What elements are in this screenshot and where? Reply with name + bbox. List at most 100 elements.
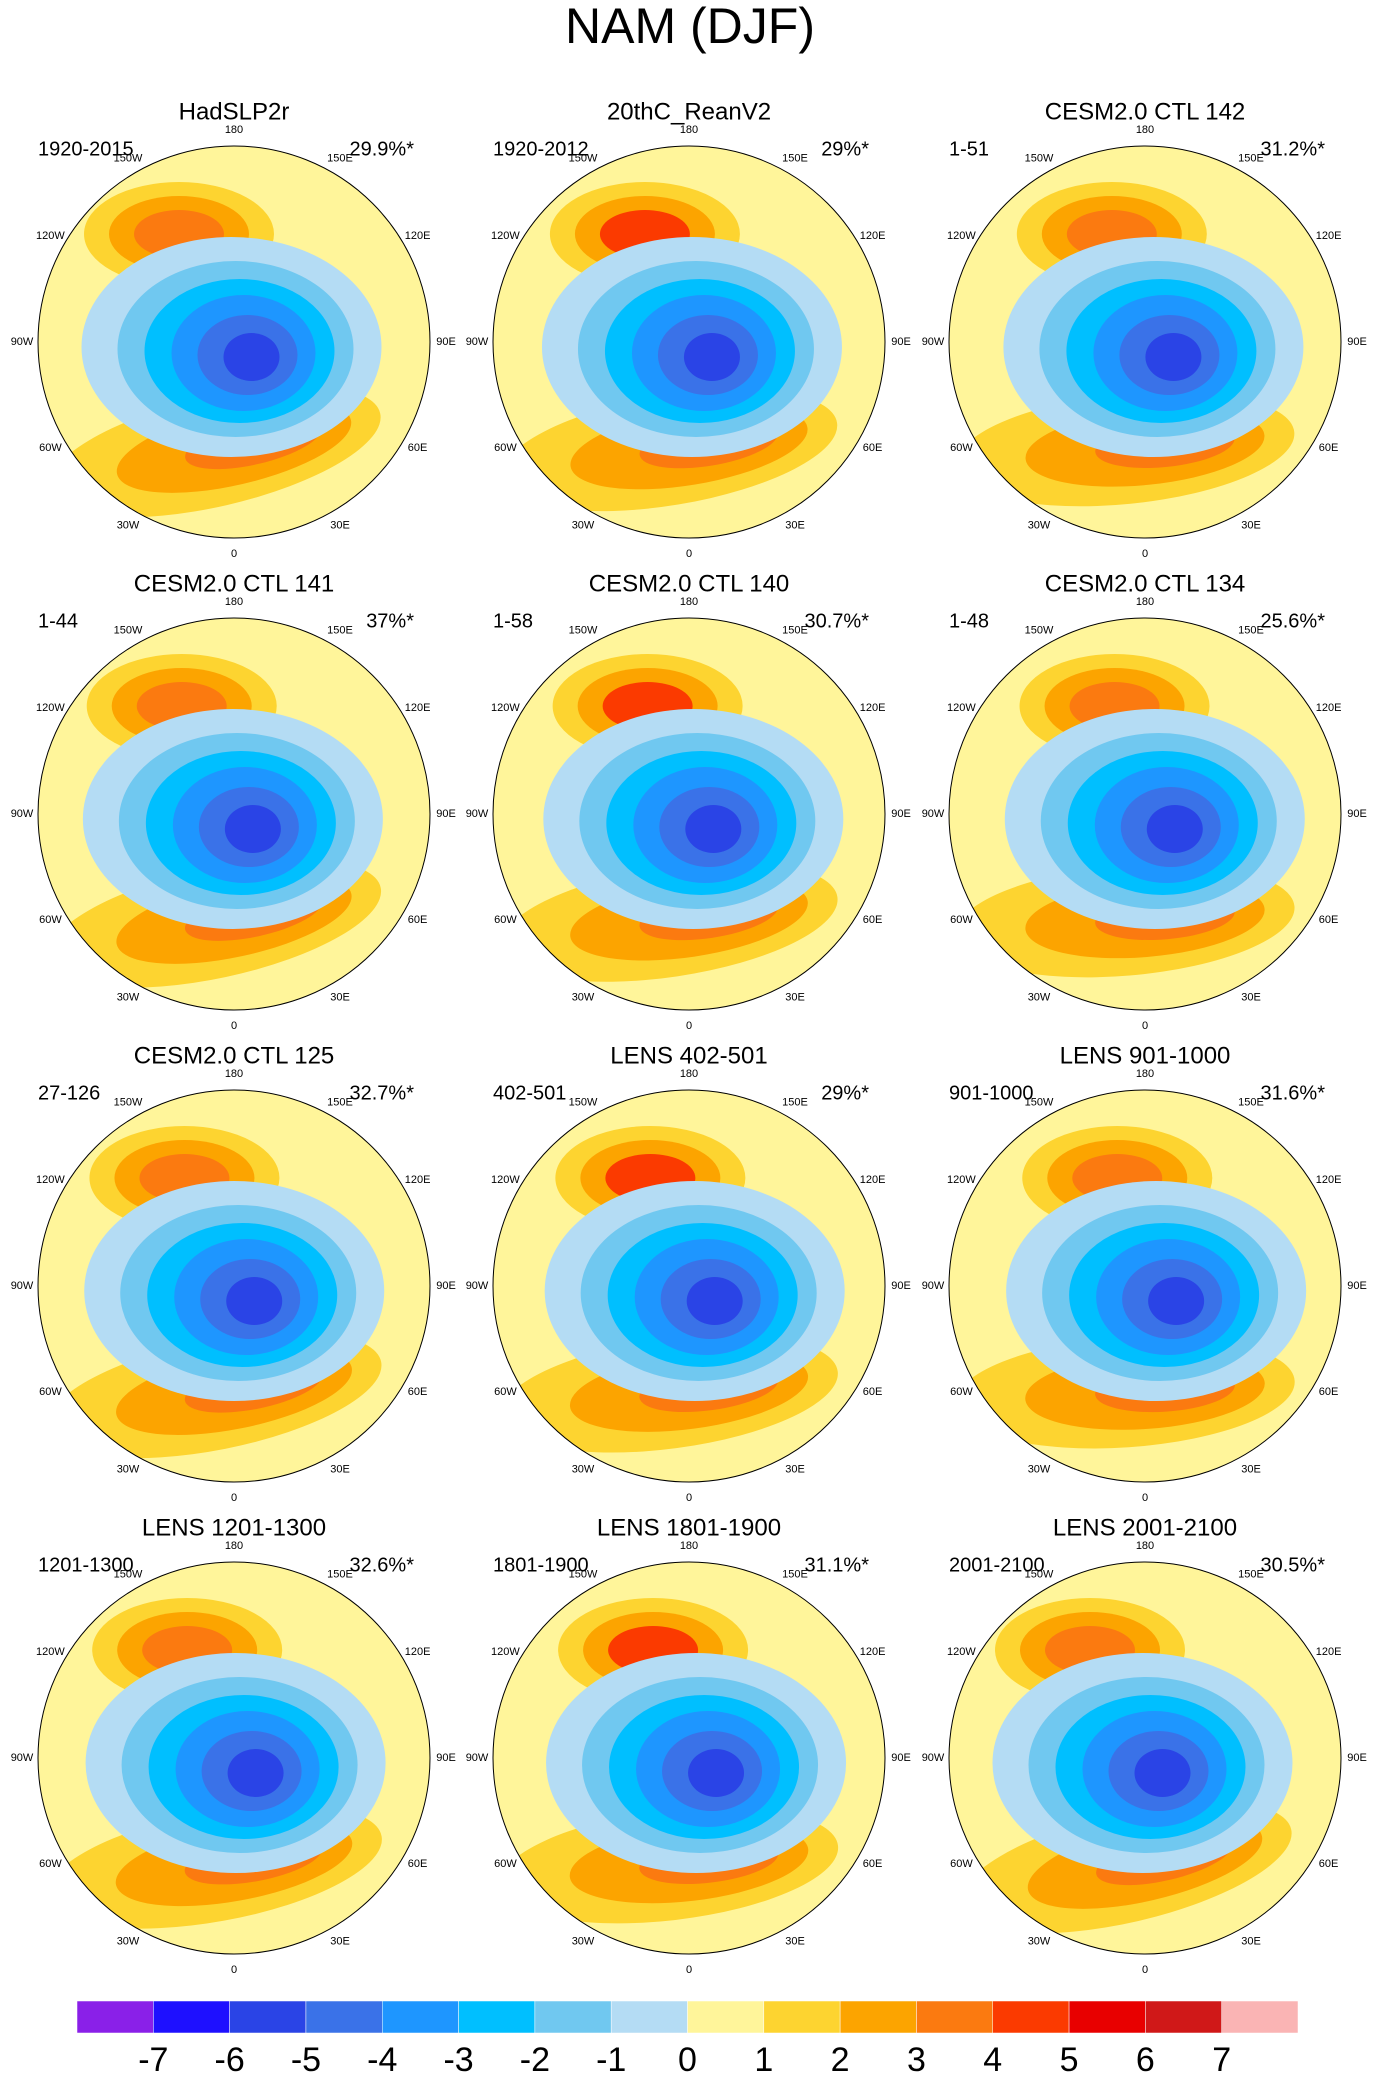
longitude-label: 180: [225, 596, 243, 608]
longitude-label: 60W: [950, 442, 973, 454]
longitude-label: 120E: [1316, 702, 1342, 714]
panel-period: 402-501: [493, 1082, 566, 1104]
longitude-label: 120E: [860, 702, 886, 714]
longitude-label: 150E: [782, 1096, 808, 1108]
longitude-label: 150E: [1238, 152, 1264, 164]
longitude-label: 60E: [863, 1858, 883, 1870]
longitude-label: 90W: [922, 1280, 945, 1292]
longitude-label: 180: [680, 1540, 698, 1552]
map-outline: [492, 1089, 886, 1483]
longitude-label: 150W: [1025, 152, 1054, 164]
map-outline: [492, 145, 886, 539]
longitude-label: 90W: [466, 1752, 489, 1764]
longitude-label: 30E: [785, 1464, 805, 1476]
longitude-label: 0: [1142, 1020, 1148, 1032]
arctic-anomaly: [683, 333, 740, 381]
longitude-label: 30W: [117, 992, 140, 1004]
longitude-label: 60W: [494, 442, 517, 454]
longitude-label: 0: [231, 1020, 237, 1032]
longitude-label: 150E: [1238, 1096, 1264, 1108]
panel-title: CESM2.0 CTL 142: [1045, 98, 1246, 125]
longitude-label: 120E: [860, 1174, 886, 1186]
map: [493, 1090, 885, 1482]
arctic-anomaly: [1148, 1277, 1205, 1325]
colorbar-box: [305, 2000, 383, 2034]
panel-title: LENS 402-501: [610, 1042, 767, 1069]
longitude-label: 60W: [950, 1858, 973, 1870]
longitude-label: 120W: [36, 1174, 65, 1186]
arctic-anomaly: [686, 1277, 743, 1325]
map-outline: [948, 617, 1342, 1011]
map-outline: [492, 1561, 886, 1955]
panel-period: 901-1000: [949, 1082, 1034, 1104]
longitude-label: 150E: [1238, 624, 1264, 636]
panel-title: LENS 1801-1900: [597, 1514, 781, 1541]
panel-title: CESM2.0 CTL 141: [134, 570, 335, 597]
longitude-label: 90E: [1347, 808, 1367, 820]
colorbar-box: [153, 2000, 230, 2034]
panel-variance: 31.2%*: [1261, 138, 1326, 160]
longitude-label: 90E: [891, 808, 911, 820]
longitude-label: 180: [225, 1540, 243, 1552]
longitude-label: 90W: [11, 808, 34, 820]
longitude-label: 30E: [330, 520, 350, 532]
colorbar-label: 2: [831, 2041, 850, 2079]
longitude-label: 60W: [39, 1386, 62, 1398]
longitude-label: 30E: [785, 992, 805, 1004]
longitude-label: 30W: [117, 1936, 140, 1948]
longitude-label: 90W: [466, 1280, 489, 1292]
longitude-label: 120W: [491, 230, 520, 242]
longitude-label: 150E: [782, 1568, 808, 1580]
panel-variance: 31.6%*: [1261, 1082, 1326, 1104]
longitude-label: 0: [1142, 548, 1148, 560]
longitude-label: 180: [1136, 1540, 1154, 1552]
panel-period: 27-126: [38, 1082, 100, 1104]
map-outline: [948, 1089, 1342, 1483]
map: [949, 1090, 1341, 1482]
longitude-label: 60W: [950, 1386, 973, 1398]
longitude-label: 30W: [1028, 520, 1051, 532]
longitude-label: 120W: [947, 702, 976, 714]
map: [38, 1090, 430, 1482]
panel-title: CESM2.0 CTL 140: [589, 570, 790, 597]
panel-period: 1201-1300: [38, 1554, 134, 1576]
longitude-label: 150W: [114, 1568, 143, 1580]
longitude-label: 30W: [572, 520, 595, 532]
longitude-label: 60E: [1319, 1858, 1339, 1870]
longitude-label: 150W: [569, 152, 598, 164]
longitude-label: 150W: [114, 624, 143, 636]
panel-variance: 29%*: [821, 138, 869, 160]
longitude-label: 60E: [863, 914, 883, 926]
longitude-label: 30W: [117, 520, 140, 532]
map-outline: [492, 617, 886, 1011]
longitude-label: 150E: [327, 1568, 353, 1580]
longitude-label: 150E: [782, 624, 808, 636]
panel-period: 1920-2015: [38, 138, 134, 160]
arctic-anomaly: [688, 1749, 745, 1797]
panel-variance: 37%*: [366, 610, 414, 632]
longitude-label: 30E: [1241, 520, 1261, 532]
colorbar-label: -4: [367, 2041, 397, 2079]
longitude-label: 150W: [569, 1096, 598, 1108]
longitude-label: 120E: [1316, 1174, 1342, 1186]
arctic-anomaly: [1145, 333, 1202, 381]
map: [949, 618, 1341, 1010]
longitude-label: 90E: [436, 336, 456, 348]
longitude-label: 90W: [466, 336, 489, 348]
longitude-label: 180: [1136, 124, 1154, 136]
colorbar-label: 0: [678, 2041, 697, 2079]
longitude-label: 180: [680, 596, 698, 608]
colorbar-box: [916, 2000, 993, 2034]
longitude-label: 90W: [922, 1752, 945, 1764]
panel-variance: 30.7%*: [805, 610, 870, 632]
longitude-label: 120W: [947, 230, 976, 242]
panel-variance: 29%*: [821, 1082, 869, 1104]
longitude-label: 150E: [327, 624, 353, 636]
panel-period: 1-48: [949, 610, 989, 632]
longitude-label: 60E: [408, 914, 428, 926]
longitude-label: 30W: [572, 992, 595, 1004]
longitude-label: 150W: [569, 1568, 598, 1580]
longitude-label: 30E: [1241, 992, 1261, 1004]
longitude-label: 60E: [408, 442, 428, 454]
longitude-label: 90E: [891, 1280, 911, 1292]
